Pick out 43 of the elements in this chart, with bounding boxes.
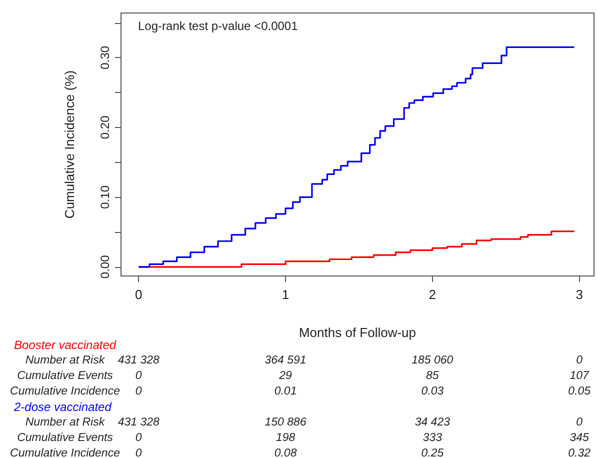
text: 107 (570, 370, 590, 382)
text: 2-dose vaccinated (13, 400, 112, 414)
text: 431 328 (118, 416, 160, 428)
x-tick-label: 1 (282, 287, 290, 302)
text: 0 (135, 386, 142, 398)
text: Cumulative Incidence (10, 386, 120, 398)
text: 29 (278, 370, 293, 382)
text: 0 (576, 416, 584, 428)
text: 0 (135, 432, 142, 444)
text: 0 (135, 448, 142, 458)
y-tick-label: 0.10 (98, 185, 112, 209)
text: 0.32 (568, 448, 592, 458)
text: 364 591 (264, 354, 306, 366)
y-axis-title: Cumulative Incidence (%) (62, 70, 77, 219)
text: 0 (135, 370, 142, 382)
text: 0.25 (421, 448, 444, 458)
annotation: Log-rank test p-value <0.0001 (138, 19, 298, 33)
text: 150 886 (264, 416, 307, 428)
text: 345 (570, 432, 590, 444)
text: 198 (276, 432, 296, 444)
y-tick-label: 0.00 (98, 254, 112, 279)
text: Number at Risk (25, 354, 106, 366)
text: Cumulative Incidence (10, 448, 120, 458)
y-tick-label: 0.30 (98, 46, 112, 70)
text: 0.01 (274, 386, 297, 398)
text: Cumulative Events (17, 432, 114, 444)
text: 431 328 (118, 354, 160, 366)
x-tick-label: 3 (576, 287, 583, 302)
text: 85 (426, 370, 440, 382)
text: 185 060 (412, 354, 454, 366)
text: Cumulative Events (17, 370, 114, 382)
x-tick-label: 2 (428, 287, 436, 302)
text: 34 423 (414, 416, 451, 428)
x-tick-label: 0 (135, 287, 142, 302)
text: Number at Risk (25, 416, 106, 428)
x-axis-title: Months of Follow-up (298, 325, 416, 340)
text: 0 (576, 354, 584, 366)
text: 0.05 (568, 386, 592, 398)
text: 333 (422, 432, 443, 444)
text: 0.03 (421, 386, 444, 398)
y-tick-label: 0.20 (98, 115, 112, 140)
text: Booster vaccinated (14, 338, 116, 352)
text: 0.08 (274, 448, 298, 458)
